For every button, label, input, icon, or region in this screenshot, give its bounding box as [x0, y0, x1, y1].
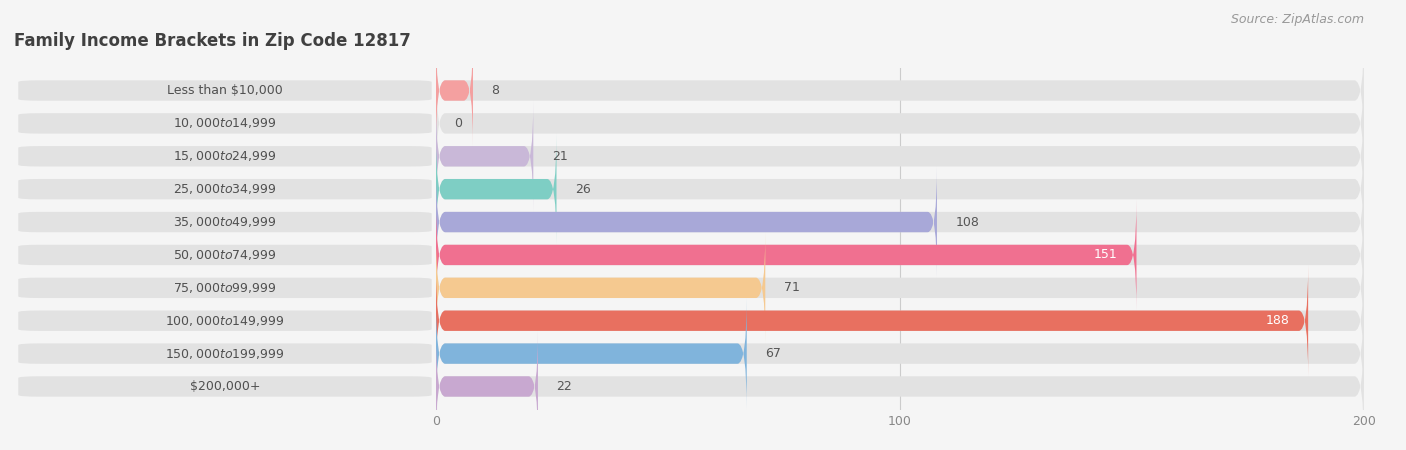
Text: Family Income Brackets in Zip Code 12817: Family Income Brackets in Zip Code 12817 — [14, 32, 411, 50]
FancyBboxPatch shape — [436, 199, 1136, 310]
FancyBboxPatch shape — [436, 134, 557, 245]
Text: $35,000 to $49,999: $35,000 to $49,999 — [173, 215, 277, 229]
FancyBboxPatch shape — [18, 179, 432, 199]
FancyBboxPatch shape — [436, 166, 1364, 278]
FancyBboxPatch shape — [18, 278, 432, 298]
Text: $200,000+: $200,000+ — [190, 380, 260, 393]
FancyBboxPatch shape — [436, 298, 747, 409]
Text: $25,000 to $34,999: $25,000 to $34,999 — [173, 182, 277, 196]
Text: 21: 21 — [551, 150, 568, 163]
FancyBboxPatch shape — [436, 265, 1308, 376]
Text: 0: 0 — [454, 117, 463, 130]
Text: $100,000 to $149,999: $100,000 to $149,999 — [166, 314, 284, 328]
FancyBboxPatch shape — [436, 35, 472, 146]
Text: 67: 67 — [765, 347, 782, 360]
Text: 108: 108 — [956, 216, 980, 229]
Text: $15,000 to $24,999: $15,000 to $24,999 — [173, 149, 277, 163]
Text: $50,000 to $74,999: $50,000 to $74,999 — [173, 248, 277, 262]
Text: 71: 71 — [785, 281, 800, 294]
Text: $75,000 to $99,999: $75,000 to $99,999 — [173, 281, 277, 295]
FancyBboxPatch shape — [18, 113, 432, 134]
Text: $150,000 to $199,999: $150,000 to $199,999 — [166, 346, 284, 360]
Text: $10,000 to $14,999: $10,000 to $14,999 — [173, 117, 277, 130]
FancyBboxPatch shape — [436, 68, 1364, 179]
FancyBboxPatch shape — [436, 232, 1364, 343]
FancyBboxPatch shape — [18, 310, 432, 331]
FancyBboxPatch shape — [436, 199, 1364, 310]
FancyBboxPatch shape — [436, 232, 765, 343]
Text: 22: 22 — [557, 380, 572, 393]
FancyBboxPatch shape — [18, 376, 432, 397]
FancyBboxPatch shape — [18, 212, 432, 232]
Text: Source: ZipAtlas.com: Source: ZipAtlas.com — [1230, 14, 1364, 27]
FancyBboxPatch shape — [436, 331, 538, 442]
Text: 151: 151 — [1094, 248, 1118, 261]
FancyBboxPatch shape — [18, 80, 432, 101]
Text: 26: 26 — [575, 183, 591, 196]
Text: Less than $10,000: Less than $10,000 — [167, 84, 283, 97]
FancyBboxPatch shape — [436, 35, 1364, 146]
FancyBboxPatch shape — [18, 146, 432, 166]
FancyBboxPatch shape — [436, 101, 1364, 212]
FancyBboxPatch shape — [18, 343, 432, 364]
FancyBboxPatch shape — [436, 101, 533, 212]
Text: 188: 188 — [1265, 314, 1289, 327]
FancyBboxPatch shape — [436, 331, 1364, 442]
FancyBboxPatch shape — [436, 166, 936, 278]
FancyBboxPatch shape — [436, 298, 1364, 409]
FancyBboxPatch shape — [436, 265, 1364, 376]
FancyBboxPatch shape — [436, 134, 1364, 245]
Text: 8: 8 — [492, 84, 499, 97]
FancyBboxPatch shape — [18, 245, 432, 265]
